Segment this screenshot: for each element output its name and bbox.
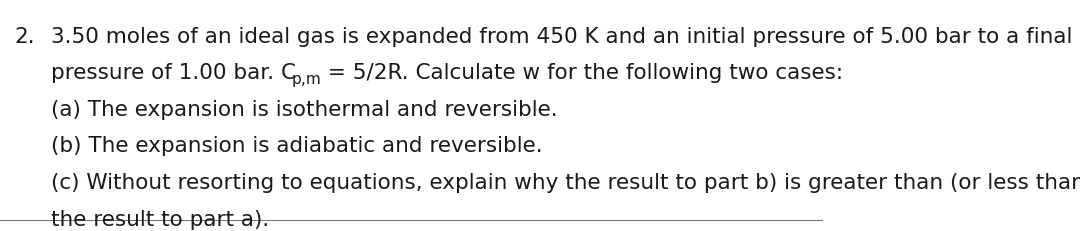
Text: = 5/2R. Calculate w for the following two cases:: = 5/2R. Calculate w for the following tw… — [321, 63, 843, 83]
Text: pressure of 1.00 bar. C: pressure of 1.00 bar. C — [51, 63, 296, 83]
Text: 2.: 2. — [15, 27, 36, 46]
Text: (a) The expansion is isothermal and reversible.: (a) The expansion is isothermal and reve… — [51, 99, 557, 119]
Text: 3.50 moles of an ideal gas is expanded from 450 K and an initial pressure of 5.0: 3.50 moles of an ideal gas is expanded f… — [51, 27, 1072, 46]
Text: the result to part a).: the result to part a). — [51, 209, 269, 229]
Text: (b) The expansion is adiabatic and reversible.: (b) The expansion is adiabatic and rever… — [51, 136, 542, 156]
Text: (c) Without resorting to equations, explain why the result to part b) is greater: (c) Without resorting to equations, expl… — [51, 172, 1080, 192]
Text: p,m: p,m — [292, 72, 322, 87]
